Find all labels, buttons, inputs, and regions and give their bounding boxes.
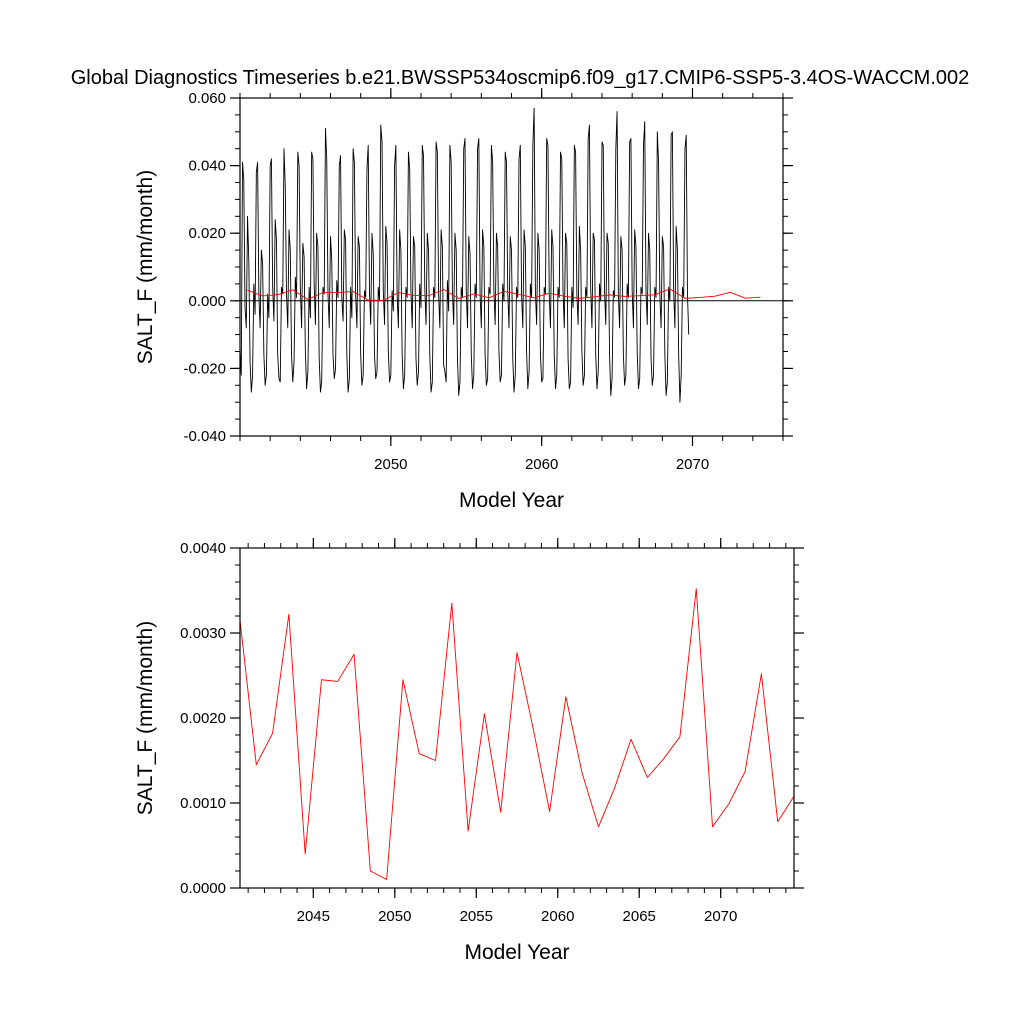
x-tick-label: 2060 — [525, 456, 558, 473]
plot-frame — [239, 547, 795, 889]
x-axis-label: Model Year — [459, 489, 564, 512]
x-axis-label: Model Year — [464, 941, 569, 964]
y-tick-label: 0.0020 — [180, 710, 226, 727]
x-tick-label: 2050 — [374, 456, 407, 473]
y-tick-label: 0.0010 — [180, 795, 226, 812]
y-tick-label: 0.000 — [188, 293, 226, 310]
y-tick-label: 0.020 — [188, 225, 226, 242]
figure-title: Global Diagnostics Timeseries b.e21.BWSS… — [71, 67, 970, 89]
y-tick-label: -0.040 — [183, 428, 226, 445]
x-tick-label: 2050 — [378, 908, 411, 925]
y-tick-label: 0.060 — [188, 90, 226, 107]
annual-mean-series-line — [247, 288, 761, 301]
bottom-panel: 0.0000 0.0010 0.0020 0.0030 0.0040 2045 2050 20… — [134, 538, 804, 964]
y-tick-label: 0.0000 — [180, 880, 226, 897]
y-axis-label: SALT_F (mm/month) — [134, 170, 157, 364]
annual-mean-series-line — [239, 588, 795, 880]
top-panel: -0.040 -0.020 0.000 0.020 0.040 0.060 2050 2060… — [134, 88, 793, 512]
y-tick-label: 0.040 — [188, 158, 226, 175]
monthly-series-line — [239, 107, 690, 403]
y-tick-label: 0.0030 — [180, 625, 226, 642]
x-tick-label: 2060 — [541, 908, 574, 925]
x-tick-label: 2045 — [297, 908, 330, 925]
y-tick-label: 0.0040 — [180, 540, 226, 557]
x-tick-label: 2070 — [676, 456, 709, 473]
y-axis-label: SALT_F (mm/month) — [134, 621, 157, 815]
x-tick-label: 2065 — [623, 908, 656, 925]
x-tick-label: 2070 — [704, 908, 737, 925]
x-tick-label: 2055 — [460, 908, 493, 925]
y-tick-label: -0.020 — [183, 360, 226, 377]
